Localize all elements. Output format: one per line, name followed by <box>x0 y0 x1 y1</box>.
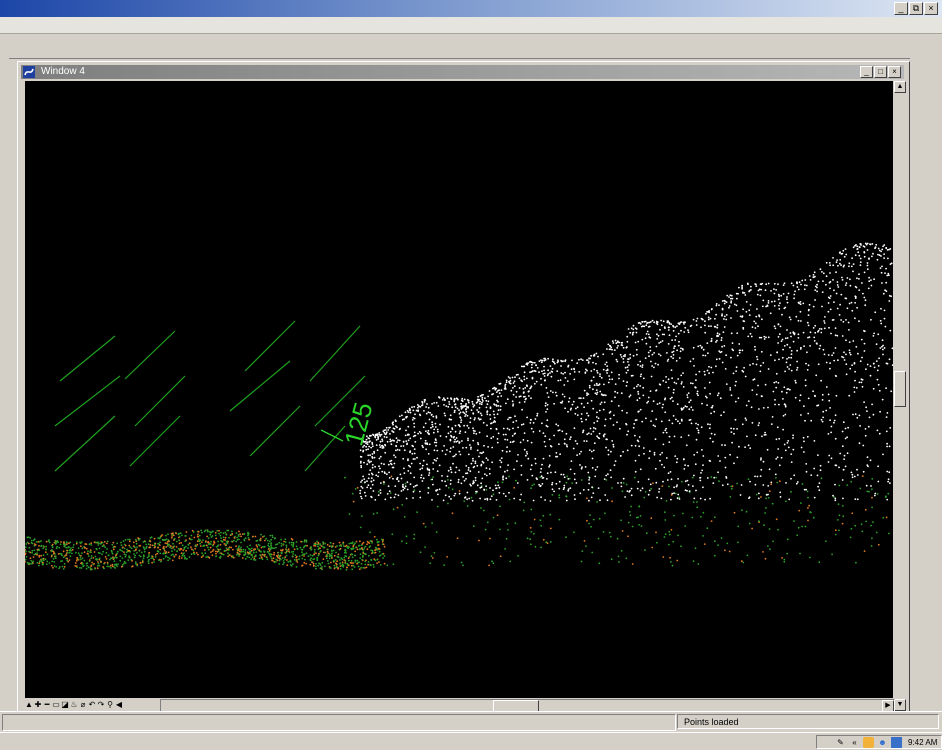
right-dock <box>910 58 942 708</box>
contour-segment <box>59 335 116 382</box>
view-tool-icon[interactable]: ⌀ <box>80 700 86 709</box>
contour-segment <box>54 375 121 427</box>
contour-label: 125 <box>338 399 378 449</box>
view-window: Window 4 _ □ × 125 ▲ ▼ ▲ ✚ ━ ▭ ◪ ♨ ⌀ ↶ ↷ ⚲ ◀ ▶ <box>17 61 910 713</box>
contour-segment <box>134 375 186 427</box>
scroll-up-arrow[interactable]: ▲ <box>894 81 906 93</box>
view-maximize-button[interactable]: □ <box>874 66 887 78</box>
status-bar: Points loaded <box>0 711 942 732</box>
view-tool-icon[interactable]: ↷ <box>97 700 105 709</box>
taskbar: ✎ « ☻ 9:42 AM <box>0 732 942 750</box>
point-cloud-canvas[interactable]: 125 <box>25 81 893 698</box>
ground-points <box>25 475 890 571</box>
clock: 9:42 AM <box>908 737 938 747</box>
status-message: Points loaded <box>677 714 939 729</box>
scroll-right-arrow[interactable]: ▶ <box>882 700 894 712</box>
view-tool-icon[interactable]: ◀ <box>115 700 123 709</box>
view-window-title: Window 4 <box>41 66 85 77</box>
view-tool-icon[interactable]: ⚲ <box>107 700 113 709</box>
view-tool-icon[interactable]: ▭ <box>52 700 60 709</box>
view-tool-icon[interactable]: ♨ <box>70 700 78 709</box>
view-tool-icon[interactable]: ◪ <box>61 700 69 709</box>
view-tool-icon[interactable]: ▲ <box>25 700 33 709</box>
app-window-controls: _ ⧉ × <box>894 2 938 15</box>
view-window-controls: _ □ × <box>860 66 901 78</box>
microstation-icon <box>23 66 35 78</box>
app-minimize-button[interactable]: _ <box>894 2 908 15</box>
contour-segment <box>54 415 116 472</box>
contour-segment <box>249 405 301 457</box>
scroll-down-arrow[interactable]: ▼ <box>894 699 906 711</box>
contour-segment <box>314 375 366 427</box>
vertical-scrollbar[interactable]: ▲ ▼ <box>894 81 906 712</box>
view-minimize-button[interactable]: _ <box>860 66 873 78</box>
contour-lines <box>54 320 366 472</box>
view-close-button[interactable]: × <box>888 66 901 78</box>
vegetation-points <box>359 242 893 502</box>
contour-segment <box>129 415 181 467</box>
app-restore-button[interactable]: ⧉ <box>909 2 923 15</box>
contour-segment <box>304 425 346 472</box>
contour-segment <box>124 330 176 380</box>
contour-segment <box>229 360 291 412</box>
chevron-icon[interactable]: « <box>852 737 857 747</box>
toolbar <box>0 34 942 59</box>
shield-icon[interactable] <box>863 736 874 748</box>
view-tool-icon[interactable]: ↶ <box>88 700 96 709</box>
view-tool-icon[interactable]: ━ <box>44 700 50 709</box>
pen-icon[interactable]: ✎ <box>837 737 844 747</box>
vertical-scroll-thumb[interactable] <box>894 371 906 407</box>
point-cloud-view[interactable]: 125 <box>25 81 893 698</box>
left-dock <box>0 58 9 708</box>
app-close-button[interactable]: × <box>924 2 938 15</box>
system-tray: ✎ « ☻ 9:42 AM <box>816 735 942 749</box>
contour-segment <box>309 325 361 382</box>
view-window-titlebar[interactable]: Window 4 _ □ × <box>21 65 904 79</box>
monitor-icon[interactable] <box>891 736 902 748</box>
contour-leader <box>320 429 344 442</box>
view-tool-icon[interactable]: ✚ <box>34 700 42 709</box>
people-icon[interactable]: ☻ <box>878 737 887 747</box>
status-prompt-field <box>2 714 676 731</box>
contour-segment <box>244 320 296 372</box>
menu-bar <box>0 17 942 34</box>
app-titlebar: _ ⧉ × <box>0 0 942 17</box>
view-controls: ▲ ✚ ━ ▭ ◪ ♨ ⌀ ↶ ↷ ⚲ ◀ <box>25 699 160 711</box>
